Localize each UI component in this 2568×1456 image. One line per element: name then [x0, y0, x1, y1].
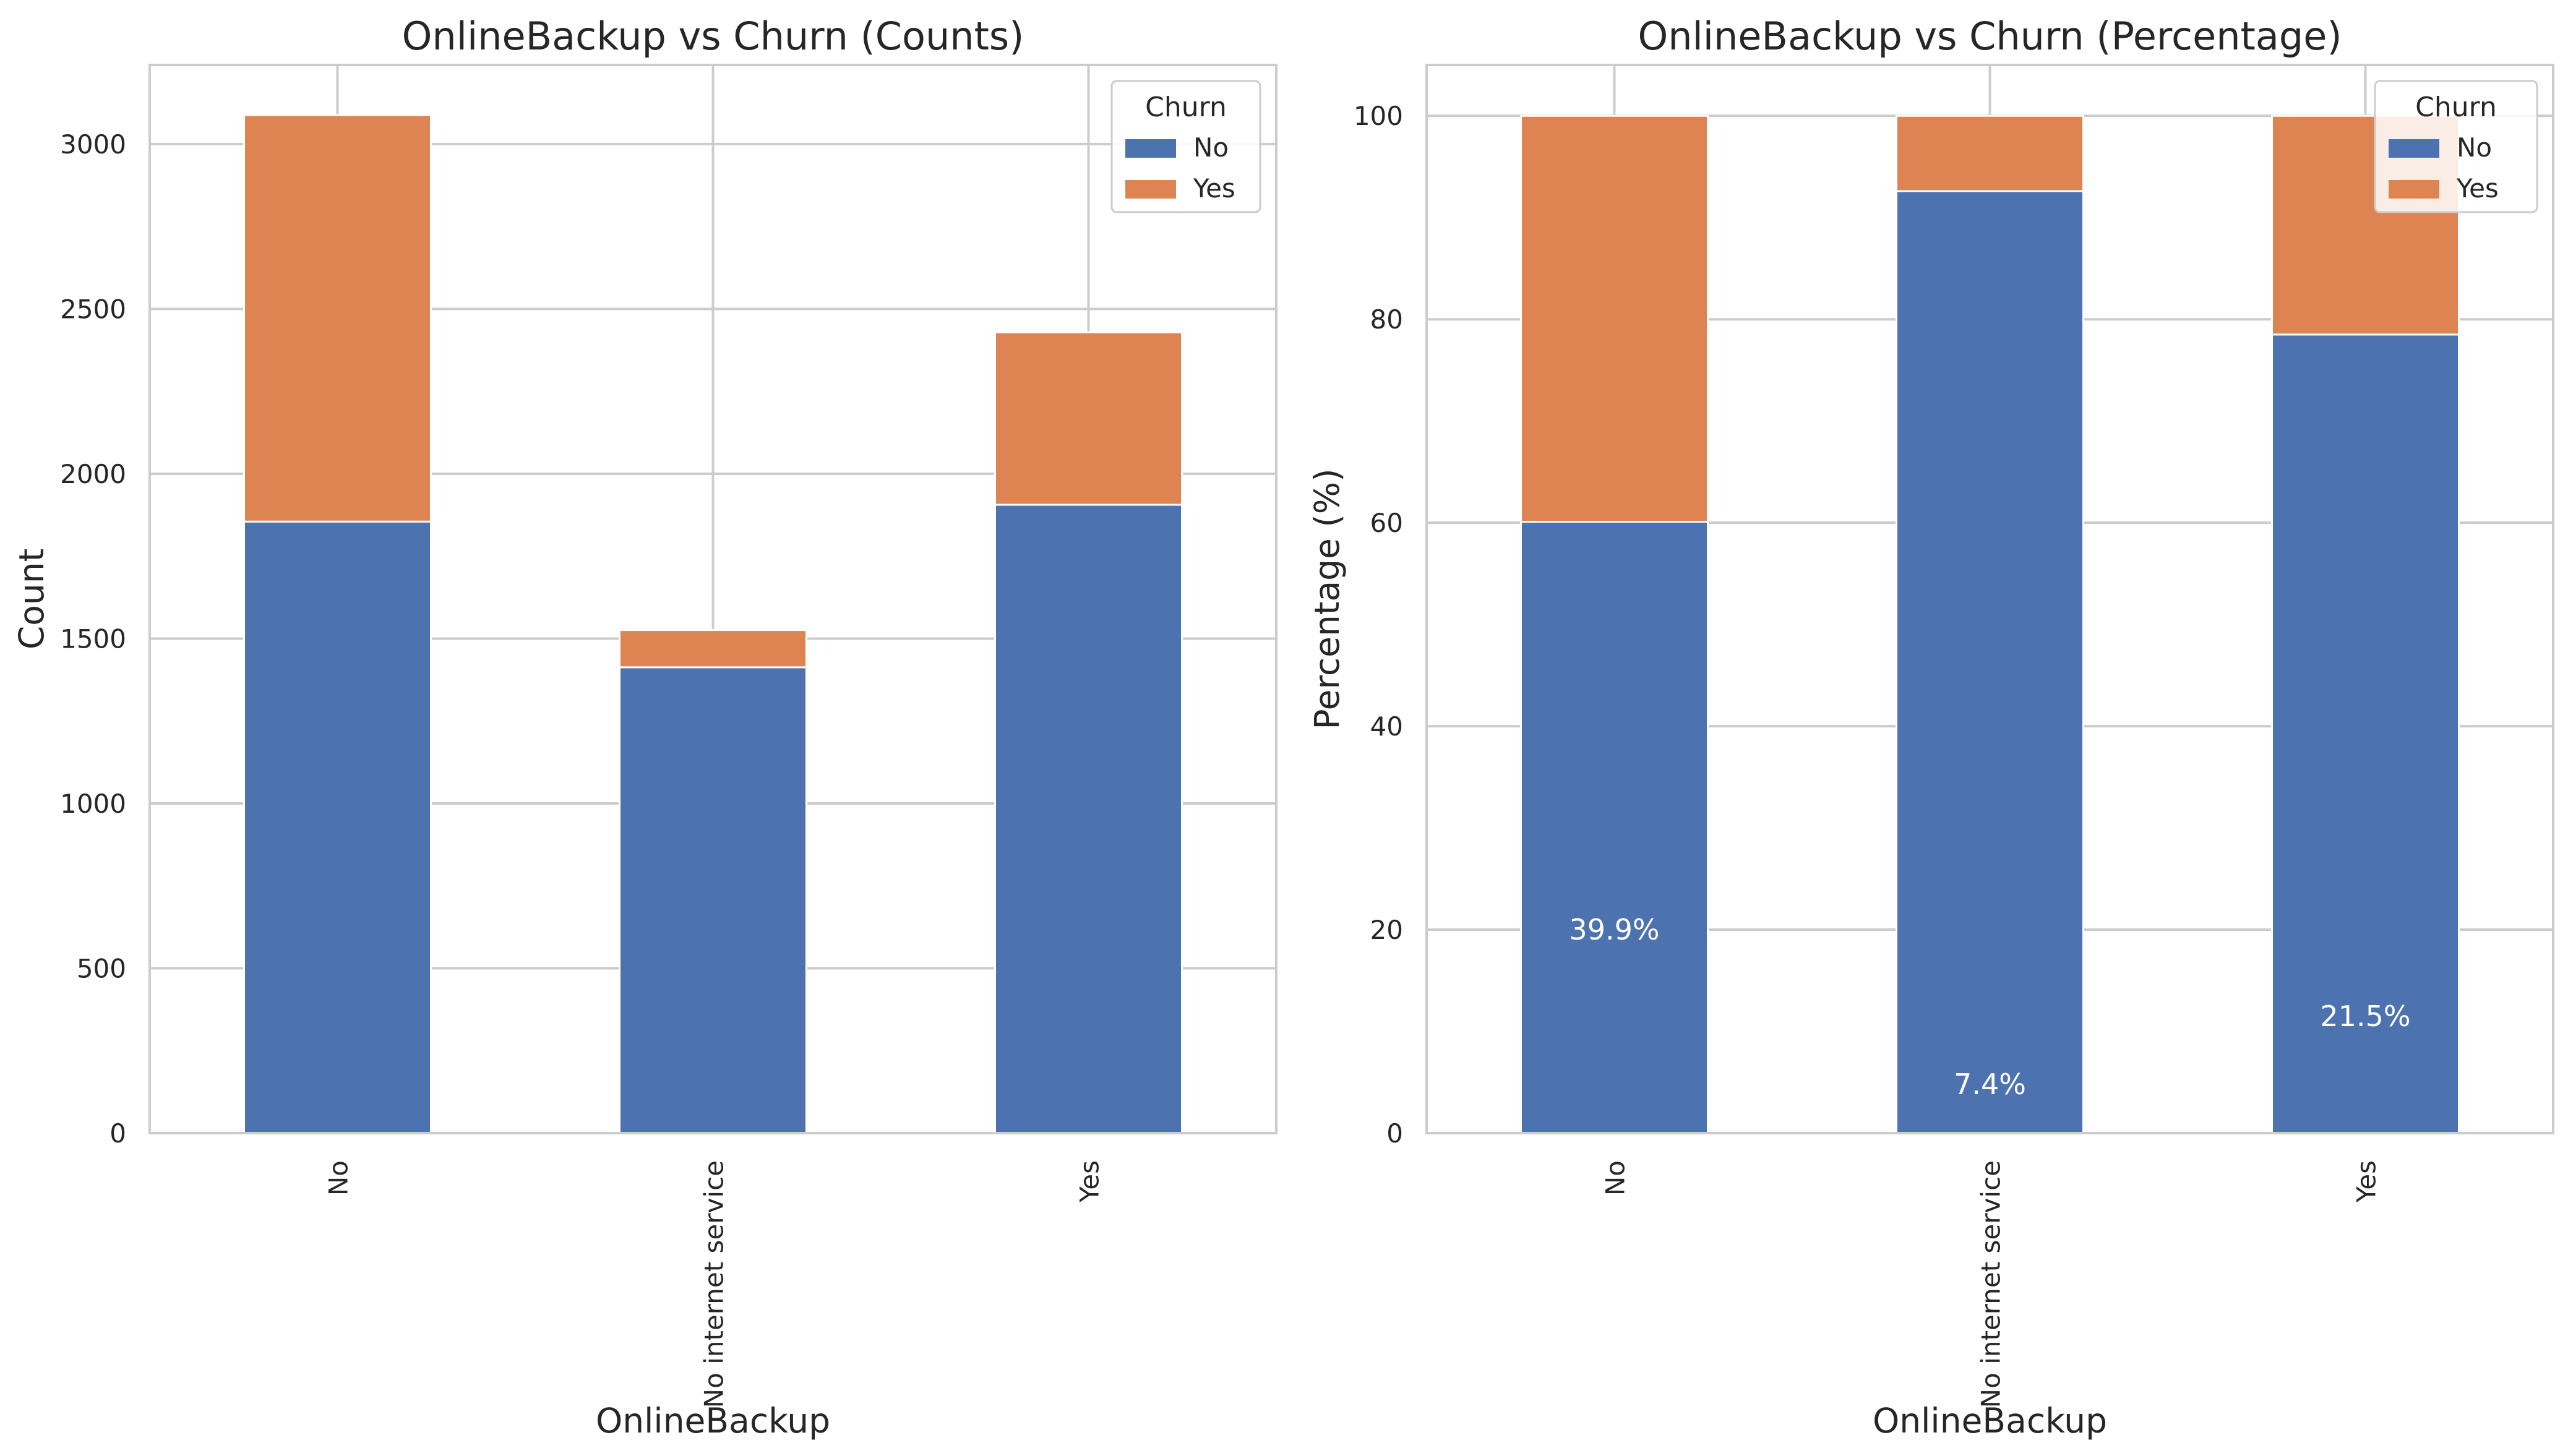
plot-frame — [1425, 64, 2554, 1134]
legend-swatch-no — [1125, 139, 1176, 158]
bar-value-label: 39.9% — [1569, 913, 1659, 946]
chart-panel-2: 0 20 40 60 80 100 No No internet service Yes Onli… — [1307, 14, 2554, 1441]
bar-no-no — [243, 520, 432, 1134]
x-tick-label: Yes — [2351, 1160, 2382, 1203]
x-tick-label: No internet service — [1976, 1160, 2006, 1408]
y-tick-label: 1500 — [60, 623, 126, 654]
bar-no-no-internet-service — [619, 666, 807, 1134]
bar-no-no-internet-service — [1896, 190, 2084, 1134]
bar-yes-no — [243, 114, 432, 523]
x-tick-label: No — [1600, 1160, 1631, 1196]
y-tick-label: 20 — [1370, 915, 1403, 945]
bar-no-yes — [2271, 333, 2460, 1134]
bar-no-yes — [994, 503, 1183, 1134]
y-tick-label: 0 — [1386, 1118, 1403, 1149]
chart-title: OnlineBackup vs Churn (Counts) — [402, 14, 1024, 59]
x-axis-label: OnlineBackup — [1873, 1401, 2107, 1441]
bar-yes-no-internet-service — [619, 629, 807, 669]
y-axis-label: Count — [12, 549, 51, 649]
y-tick-label: 500 — [77, 953, 126, 983]
x-axis-label: OnlineBackup — [596, 1401, 830, 1441]
bar-yes-yes — [994, 331, 1183, 506]
legend-title: Churn — [2415, 92, 2497, 123]
chart-title: OnlineBackup vs Churn (Percentage) — [1638, 14, 2342, 59]
legend-label-no: No — [2457, 132, 2492, 163]
bar-value-label: 21.5% — [2320, 1000, 2410, 1033]
legend: Churn No Yes — [2374, 80, 2538, 213]
y-tick-label: 1000 — [60, 789, 126, 819]
legend-swatch-yes — [2389, 180, 2439, 199]
y-tick-label: 60 — [1370, 508, 1403, 538]
y-tick-label: 2500 — [60, 294, 126, 324]
chart-panel-1: 0 500 1000 1500 2000 2500 3000 No No internet se… — [12, 14, 1278, 1441]
y-axis-label: Percentage (%) — [1307, 468, 1347, 729]
legend-swatch-yes — [1125, 180, 1176, 199]
bar-yes-no — [1520, 114, 1709, 523]
legend-box — [2374, 80, 2538, 213]
bar-value-label: 7.4% — [1954, 1068, 2026, 1101]
bar-yes-no-internet-service — [1896, 114, 2084, 192]
legend-title: Churn — [1145, 92, 1227, 123]
y-tick-label: 100 — [1354, 101, 1403, 131]
legend-box — [1110, 80, 1261, 213]
legend-label-no: No — [1193, 132, 1229, 163]
bar-no-no — [1520, 520, 1709, 1134]
x-tick-label: Yes — [1075, 1160, 1105, 1203]
legend-swatch-no — [2389, 139, 2439, 158]
y-tick-label: 40 — [1370, 711, 1403, 742]
y-tick-label: 80 — [1370, 304, 1403, 335]
legend-label-yes: Yes — [2456, 173, 2499, 203]
y-tick-label: 2000 — [60, 459, 126, 489]
y-tick-label: 0 — [110, 1118, 126, 1149]
plot-frame — [148, 64, 1278, 1134]
x-tick-label: No internet service — [699, 1160, 729, 1408]
legend-label-yes: Yes — [1193, 173, 1235, 203]
x-tick-label: No — [324, 1160, 354, 1196]
legend: Churn No Yes — [1110, 80, 1261, 213]
y-tick-label: 3000 — [60, 129, 126, 160]
